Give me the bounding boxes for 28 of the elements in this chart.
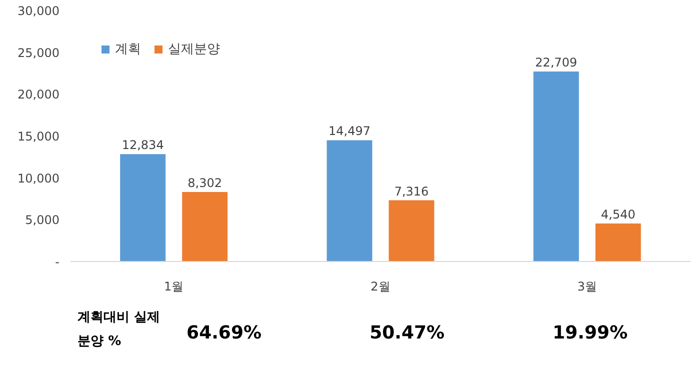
y-tick-label: 20,000: [18, 88, 60, 102]
data-label: 14,497: [328, 124, 371, 138]
y-tick-label: -: [55, 255, 60, 269]
y-tick-label: 10,000: [18, 171, 60, 186]
y-tick-label: 30,000: [18, 4, 60, 18]
x-tick-label: 1월: [164, 280, 184, 294]
bar: [326, 140, 372, 262]
y-tick-label: 15,000: [18, 130, 60, 144]
text: 64.69%: [186, 322, 262, 344]
legend-label: 계획: [115, 41, 141, 58]
data-label: 22,709: [535, 56, 578, 70]
bar: [533, 72, 579, 262]
legend-label: 실제분양: [168, 41, 220, 58]
x-tick-label: 3월: [577, 280, 597, 294]
bar: [182, 192, 228, 262]
data-label: 4,540: [600, 208, 636, 222]
y-tick-label: 5,000: [25, 213, 60, 228]
x-tick-label: 2월: [370, 280, 390, 294]
text: 19.99%: [552, 322, 628, 344]
bar: [595, 224, 641, 262]
bar: [120, 154, 166, 262]
data-label: 8,302: [188, 176, 222, 190]
data-label: 7,316: [394, 184, 429, 198]
data-label: 12,834: [122, 138, 164, 152]
bar: [388, 200, 434, 262]
text: 50.47%: [370, 322, 445, 344]
y-tick-label: 25,000: [18, 46, 60, 60]
text: 계획대비 실제 분양 %: [78, 310, 160, 349]
